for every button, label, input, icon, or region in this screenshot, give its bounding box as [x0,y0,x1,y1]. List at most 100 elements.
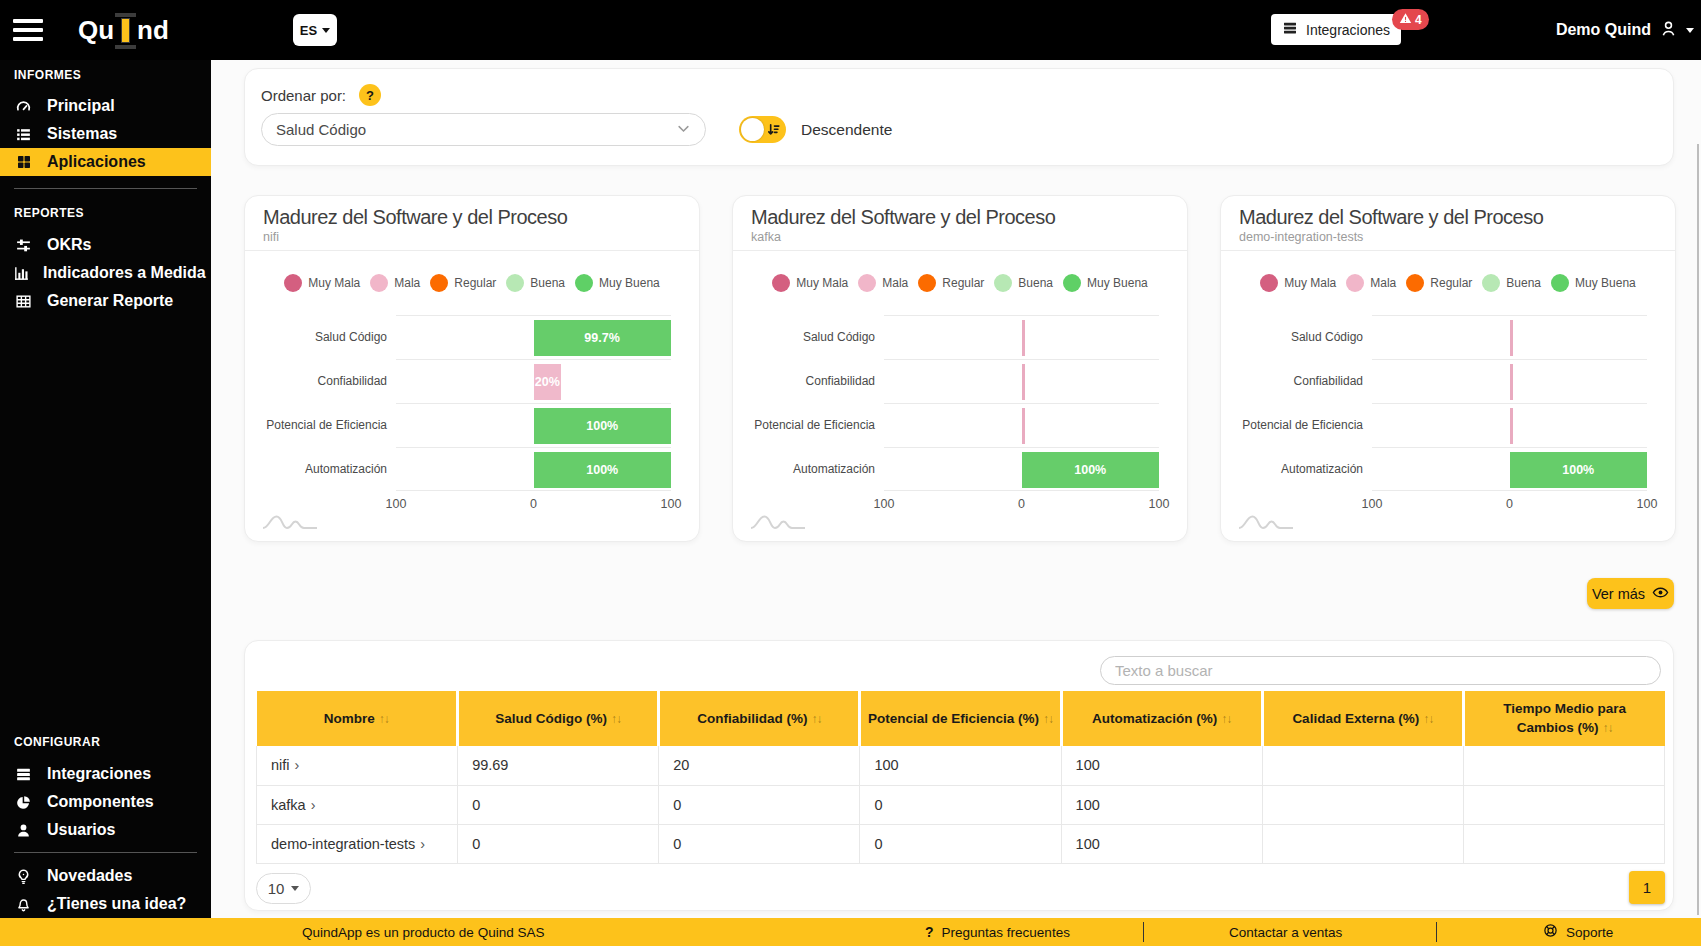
sort-arrows-icon: ↑↓ [1043,712,1053,726]
table-row: demo-integration-tests›000100 [257,824,1665,863]
legend-item[interactable]: Muy Mala [1260,274,1336,292]
app-logo[interactable]: Qund [78,0,169,60]
language-selector[interactable]: ES [293,14,337,46]
sort-field-select[interactable]: Salud Código [261,113,706,146]
cell-value [1463,824,1664,863]
legend-dot [858,274,876,292]
legend-item[interactable]: Buena [1482,274,1541,292]
sidebar-item-generar-reporte[interactable]: Generar Reporte [0,287,211,315]
user-name: Demo Quind [1556,21,1651,39]
cell-name[interactable]: kafka› [257,785,458,824]
legend-item[interactable]: Buena [994,274,1053,292]
menu-icon[interactable] [13,19,43,41]
sort-by-label: Ordenar por: [261,87,346,104]
sidebar-item-novedades[interactable]: Novedades [0,862,211,890]
sidebar-item-componentes[interactable]: Componentes [0,788,211,816]
legend-dot [1551,274,1569,292]
sidebar-item-principal[interactable]: Principal [0,92,211,120]
sort-direction-toggle[interactable] [739,116,786,143]
table-column-header[interactable]: Potencial de Eficiencia (%)↑↓ [860,691,1061,746]
legend-item[interactable]: Mala [370,274,420,292]
chart-bar[interactable]: 100% [1510,452,1648,488]
chart-bar[interactable] [1510,320,1513,356]
sidebar-item-sistemas[interactable]: Sistemas [0,120,211,148]
legend-item[interactable]: Muy Mala [284,274,360,292]
grid-icon [13,154,34,170]
table-column-header[interactable]: Salud Código (%)↑↓ [458,691,659,746]
sort-arrows-icon: ↑↓ [1423,712,1433,726]
column-label: Salud Código (%) [495,711,607,726]
chart-bar[interactable] [1510,364,1513,400]
sidebar-item--tienes-una-idea-[interactable]: ¿Tienes una idea? [0,890,211,918]
legend-item[interactable]: Buena [506,274,565,292]
sidebar-item-label: Integraciones [47,765,151,783]
legend-item[interactable]: Muy Mala [772,274,848,292]
integrations-alert-badge[interactable]: 4 [1392,9,1429,30]
page-size-select[interactable]: 10 [256,873,311,904]
legend-dot [1482,274,1500,292]
user-icon [13,822,34,839]
legend-item[interactable]: Mala [1346,274,1396,292]
integrations-button[interactable]: Integraciones [1271,14,1401,45]
cell-name[interactable]: demo-integration-tests› [257,824,458,863]
chart-bar[interactable] [1022,364,1025,400]
legend-item[interactable]: Muy Buena [575,274,660,292]
legend-item[interactable]: Regular [918,274,984,292]
user-menu[interactable]: Demo Quind [1556,0,1694,60]
chart-bar[interactable]: 100% [1022,452,1160,488]
sidebar-item-okrs[interactable]: OKRs [0,231,211,259]
legend-item[interactable]: Regular [430,274,496,292]
sidebar-item-integraciones[interactable]: Integraciones [0,760,211,788]
gauge-icon [13,98,34,115]
legend-item[interactable]: Regular [1406,274,1472,292]
ver-mas-button[interactable]: Ver más [1587,578,1674,609]
table-column-header[interactable]: Automatización (%)↑↓ [1061,691,1262,746]
footer-support-link[interactable]: Soporte [1543,918,1613,946]
chart-row: Salud Código99.7% [263,315,699,359]
chart-bar[interactable]: 100% [534,408,672,444]
legend-label: Mala [1370,276,1396,290]
page-number: 1 [1643,879,1651,896]
chart-row: Potencial de Eficiencia100% [263,403,699,447]
scrollbar[interactable] [1697,144,1699,915]
sidebar-divider [14,852,197,853]
chart-bar[interactable] [1510,408,1513,444]
search-input[interactable] [1100,656,1661,685]
integrations-icon [1282,20,1298,39]
table-column-header[interactable]: Confiabilidad (%)↑↓ [659,691,860,746]
row-name: demo-integration-tests [271,836,415,852]
legend-label: Regular [454,276,496,290]
axis-tick-label: 100 [1362,497,1383,511]
chart-row-track: 100% [396,447,671,491]
chart-bar[interactable]: 100% [534,452,672,488]
cell-value: 0 [458,785,659,824]
help-icon[interactable]: ? [359,84,381,106]
chart-bar[interactable]: 20% [534,364,562,400]
chart-row-track [884,403,1159,447]
sidebar-item-usuarios[interactable]: Usuarios [0,816,211,844]
chart-bar[interactable] [1022,408,1025,444]
table-column-header[interactable]: Tiempo Medio para Cambios (%)↑↓ [1463,691,1664,746]
legend-label: Buena [530,276,565,290]
chart-legend: Muy Mala Mala Regular Buena Muy Buena [245,273,699,293]
legend-item[interactable]: Muy Buena [1551,274,1636,292]
sidebar-item-aplicaciones[interactable]: Aplicaciones [0,148,211,176]
table-column-header[interactable]: Calidad Externa (%)↑↓ [1262,691,1463,746]
legend-label: Mala [882,276,908,290]
chart-bar[interactable]: 99.7% [534,320,671,356]
footer-contact-link[interactable]: Contactar a ventas [1229,918,1342,946]
chart-bar[interactable] [1022,320,1025,356]
legend-item[interactable]: Mala [858,274,908,292]
legend-item[interactable]: Muy Buena [1063,274,1148,292]
table-column-header[interactable]: Nombre↑↓ [257,691,458,746]
chart-row: Potencial de Eficiencia [751,403,1187,447]
sort-descending-icon [766,122,781,141]
main-content: Ordenar por: ? Salud Código Descendente … [211,60,1701,918]
sidebar-item-indicadores-a-medida[interactable]: Indicadores a Medida [0,259,211,287]
cell-name[interactable]: nifi› [257,746,458,785]
chart-title: Madurez del Software y del Proceso [751,205,1169,230]
chart-x-axis: 1000100 [396,491,671,513]
page-number-button[interactable]: 1 [1629,871,1665,904]
sidebar-item-label: Novedades [47,867,132,885]
footer-faq-link[interactable]: ?Preguntas frecuentes [925,918,1070,946]
